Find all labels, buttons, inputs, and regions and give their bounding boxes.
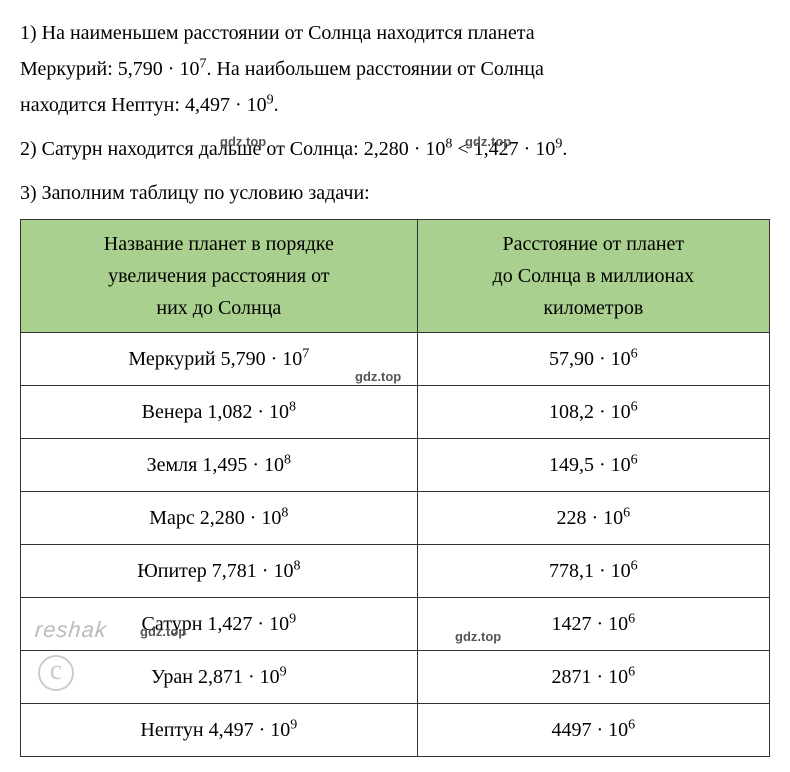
distance-cell: 57,90 · 106 [417, 333, 769, 386]
exponent: 9 [267, 92, 274, 107]
distance-cell: 149,5 · 106 [417, 439, 769, 492]
para2-text: . [562, 138, 567, 160]
table-row: Марс 2,280 · 108228 · 106 [21, 492, 770, 545]
para2-text: < 1,427 · 10 [452, 138, 555, 160]
table-row: Сатурн 1,427 · 1091427 · 106 [21, 598, 770, 651]
distance-cell: 228 · 106 [417, 492, 769, 545]
planets-table: Название планет в порядке увеличения рас… [20, 219, 770, 757]
header-col-2: Расстояние от планет до Солнца в миллион… [417, 220, 769, 333]
para1-text: 1) На наименьшем расстоянии от Солнца на… [20, 22, 535, 44]
planet-name-cell: Меркурий 5,790 · 107 [21, 333, 418, 386]
planet-name-cell: Сатурн 1,427 · 109 [21, 598, 418, 651]
table-row: Венера 1,082 · 108108,2 · 106 [21, 386, 770, 439]
para2-text: 2) Сатурн находится дальше от Солнца: 2,… [20, 138, 445, 160]
planet-name-cell: Венера 1,082 · 108 [21, 386, 418, 439]
distance-cell: 4497 · 106 [417, 704, 769, 757]
paragraph-2: 2) Сатурн находится дальше от Солнца: 2,… [20, 131, 770, 167]
table-row: Меркурий 5,790 · 10757,90 · 106 [21, 333, 770, 386]
distance-cell: 2871 · 106 [417, 651, 769, 704]
planet-name-cell: Юпитер 7,781 · 108 [21, 545, 418, 598]
table-row: Уран 2,871 · 1092871 · 106 [21, 651, 770, 704]
paragraph-1: 1) На наименьшем расстоянии от Солнца на… [20, 15, 770, 123]
para1-text: находится Нептун: 4,497 · 10 [20, 94, 267, 116]
planet-name-cell: Марс 2,280 · 108 [21, 492, 418, 545]
paragraph-3: 3) Заполним таблицу по условию задачи: [20, 175, 770, 211]
distance-cell: 778,1 · 106 [417, 545, 769, 598]
para1-text: Меркурий: 5,790 · 10 [20, 58, 199, 80]
planet-name-cell: Нептун 4,497 · 109 [21, 704, 418, 757]
planet-name-cell: Уран 2,871 · 109 [21, 651, 418, 704]
para1-text: . На наибольшем расстоянии от Солнца [206, 58, 543, 80]
table-row: Земля 1,495 · 108149,5 · 106 [21, 439, 770, 492]
para1-text: . [274, 94, 279, 116]
document-container: 1) На наименьшем расстоянии от Солнца на… [20, 15, 770, 757]
table-header-row: Название планет в порядке увеличения рас… [21, 220, 770, 333]
distance-cell: 1427 · 106 [417, 598, 769, 651]
planet-name-cell: Земля 1,495 · 108 [21, 439, 418, 492]
para3-text: 3) Заполним таблицу по условию задачи: [20, 182, 370, 204]
distance-cell: 108,2 · 106 [417, 386, 769, 439]
table-row: Нептун 4,497 · 1094497 · 106 [21, 704, 770, 757]
table-row: Юпитер 7,781 · 108778,1 · 106 [21, 545, 770, 598]
header-col-1: Название планет в порядке увеличения рас… [21, 220, 418, 333]
